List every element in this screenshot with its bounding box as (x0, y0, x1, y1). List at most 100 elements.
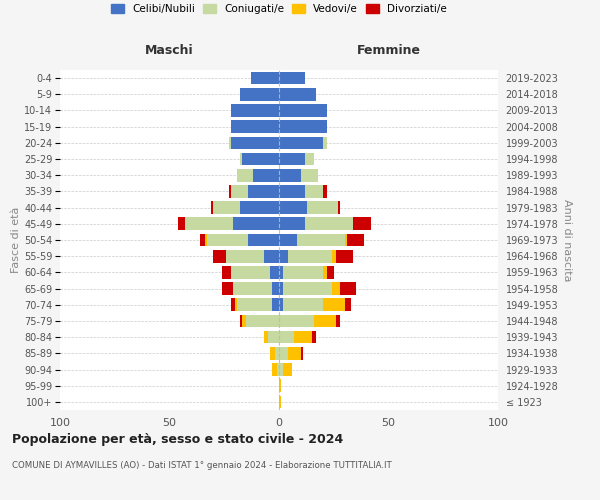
Bar (301, 169, 319, 181)
Bar (288, 347, 301, 360)
Bar (270, 266, 279, 278)
Bar (214, 202, 239, 214)
Bar (283, 266, 323, 278)
Bar (242, 314, 246, 328)
Bar (279, 218, 305, 230)
Bar (272, 282, 279, 295)
Bar (246, 314, 279, 328)
Bar (279, 282, 283, 295)
Bar (336, 314, 340, 328)
Bar (327, 266, 334, 278)
Bar (323, 136, 327, 149)
Bar (345, 298, 351, 311)
Bar (211, 202, 214, 214)
Bar (323, 185, 327, 198)
Bar (231, 120, 279, 133)
Bar (239, 152, 242, 166)
Bar (312, 331, 316, 344)
Bar (345, 234, 347, 246)
Bar (279, 380, 281, 392)
Bar (279, 136, 323, 149)
Y-axis label: Anni di nascita: Anni di nascita (562, 198, 572, 281)
Bar (272, 363, 277, 376)
Bar (279, 120, 327, 133)
Bar (279, 363, 283, 376)
Bar (185, 218, 233, 230)
Bar (279, 104, 327, 117)
Bar (279, 185, 305, 198)
Bar (279, 169, 301, 181)
Legend: Celibi/Nubili, Coniugati/e, Vedovi/e, Divorziati/e: Celibi/Nubili, Coniugati/e, Vedovi/e, Di… (108, 0, 450, 17)
Bar (239, 88, 279, 101)
Bar (279, 347, 288, 360)
Bar (233, 282, 272, 295)
Y-axis label: Fasce di età: Fasce di età (11, 207, 21, 273)
Bar (275, 347, 279, 360)
Bar (272, 298, 279, 311)
Bar (283, 282, 332, 295)
Bar (353, 218, 371, 230)
Bar (283, 298, 323, 311)
Bar (279, 72, 305, 85)
Bar (239, 202, 279, 214)
Bar (248, 234, 279, 246)
Bar (338, 202, 340, 214)
Bar (231, 185, 248, 198)
Bar (253, 169, 279, 181)
Bar (279, 331, 295, 344)
Bar (226, 250, 263, 262)
Bar (222, 266, 231, 278)
Bar (332, 250, 336, 262)
Bar (332, 282, 340, 295)
Bar (263, 331, 268, 344)
Bar (231, 298, 235, 311)
Bar (214, 250, 226, 262)
Bar (279, 396, 281, 408)
Bar (283, 363, 292, 376)
Text: COMUNE DI AYMAVILLES (AO) - Dati ISTAT 1° gennaio 2024 - Elaborazione TUTTITALIA: COMUNE DI AYMAVILLES (AO) - Dati ISTAT 1… (12, 460, 392, 469)
Text: Femmine: Femmine (356, 44, 421, 57)
Bar (279, 202, 307, 214)
Bar (288, 250, 332, 262)
Bar (305, 218, 353, 230)
Bar (242, 152, 279, 166)
Bar (231, 266, 270, 278)
Bar (268, 331, 279, 344)
Text: Maschi: Maschi (145, 44, 194, 57)
Bar (277, 363, 279, 376)
Bar (238, 169, 253, 181)
Bar (279, 88, 316, 101)
Bar (347, 234, 364, 246)
Bar (229, 185, 231, 198)
Bar (231, 136, 279, 149)
Bar (279, 152, 305, 166)
Bar (238, 298, 272, 311)
Bar (248, 185, 279, 198)
Bar (200, 234, 205, 246)
Bar (323, 266, 327, 278)
Bar (279, 298, 283, 311)
Bar (205, 234, 207, 246)
Bar (305, 152, 314, 166)
Bar (233, 218, 279, 230)
Bar (307, 202, 338, 214)
Bar (270, 347, 275, 360)
Text: Popolazione per età, sesso e stato civile - 2024: Popolazione per età, sesso e stato civil… (12, 432, 343, 446)
Bar (340, 282, 356, 295)
Bar (178, 218, 185, 230)
Bar (263, 250, 279, 262)
Bar (305, 185, 323, 198)
Bar (279, 314, 314, 328)
Bar (251, 72, 279, 85)
Bar (229, 136, 231, 149)
Bar (296, 234, 344, 246)
Bar (314, 314, 336, 328)
Bar (235, 298, 238, 311)
Bar (323, 298, 345, 311)
Bar (239, 314, 242, 328)
Bar (231, 104, 279, 117)
Bar (222, 282, 233, 295)
Bar (336, 250, 353, 262)
Bar (207, 234, 248, 246)
Bar (295, 331, 312, 344)
